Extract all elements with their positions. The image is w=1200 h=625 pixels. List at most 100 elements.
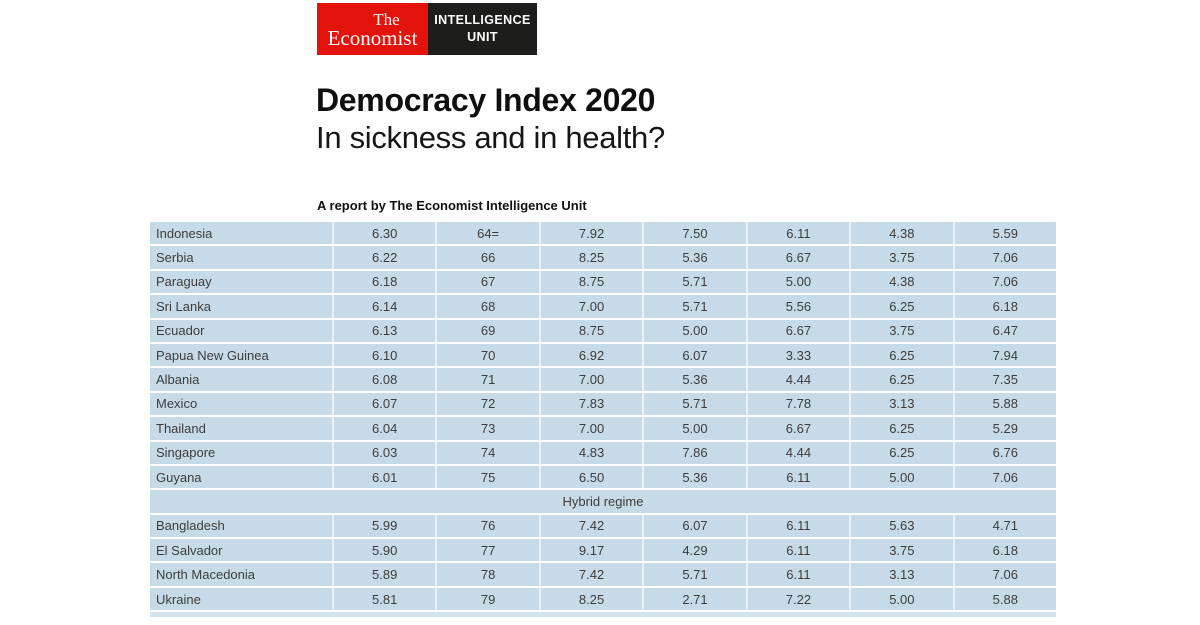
value-cell: 7.92	[538, 222, 642, 245]
country-name: Papua New Guinea	[156, 347, 269, 363]
value-cell: 7.35	[952, 368, 1056, 391]
table-row: Guyana 6.01 75 6.50 5.36 6.11 5.00 7.06	[150, 465, 1056, 489]
value-cell: 7.94	[952, 343, 1056, 367]
table-row: Thailand 6.04 73 7.00 5.00 6.67 6.25 5.29	[150, 417, 1056, 440]
value-cell: 6.11	[745, 514, 849, 538]
value-cell: 3.33	[745, 343, 849, 367]
intelligence-unit-badge: INTELLIGENCE UNIT	[428, 3, 537, 55]
table-row: Singapore 6.03 74 4.83 7.86 4.44 6.25 6.76	[150, 441, 1056, 464]
value-cell: 6.25	[849, 417, 952, 440]
value-cell: 5.00	[849, 587, 952, 611]
value-cell: 5.00	[642, 417, 745, 440]
value-cell: 6.25	[849, 441, 952, 464]
country-name: Ukraine	[156, 591, 201, 607]
value-cell: 69	[435, 319, 538, 342]
value-cell: 7.06	[952, 270, 1056, 294]
regime-section-label: Hybrid regime	[562, 493, 644, 509]
value-cell: 6.18	[952, 539, 1056, 562]
value-cell: 78	[435, 563, 538, 586]
value-cell: 74	[435, 441, 538, 464]
table-row: El Salvador 5.90 77 9.17 4.29 6.11 3.75 6.18	[150, 539, 1056, 562]
economist-intelligence-unit-logo: The Economist INTELLIGENCE UNIT	[317, 3, 537, 55]
country-name: Indonesia	[156, 225, 213, 241]
masthead-line1: The	[373, 9, 400, 29]
value-cell: 4.71	[952, 514, 1056, 538]
table-row: Sri Lanka 6.14 68 7.00 5.71 5.56 6.25 6.18	[150, 295, 1056, 318]
table-row: Albania 6.08 71 7.00 5.36 4.44 6.25 7.35	[150, 368, 1056, 391]
table-row: Mexico 6.07 72 7.83 5.71 7.78 3.13 5.88	[150, 392, 1056, 416]
value-cell: 6.07	[642, 343, 745, 367]
report-byline: A report by The Economist Intelligence U…	[317, 198, 587, 213]
value-cell: 7.00	[538, 417, 642, 440]
value-cell: 6.08	[332, 368, 435, 391]
value-cell: 5.71	[642, 270, 745, 294]
value-cell: 6.07	[642, 514, 745, 538]
value-cell: 7.42	[538, 514, 642, 538]
value-cell: 5.88	[952, 587, 1056, 611]
table-row: Ukraine 5.81 79 8.25 2.71 7.22 5.00 5.88	[150, 587, 1056, 611]
value-cell: 7.00	[538, 368, 642, 391]
value-cell: 75	[435, 465, 538, 489]
value-cell: 5.90	[332, 539, 435, 562]
country-name: Serbia	[156, 250, 194, 266]
value-cell: 5.00	[745, 270, 849, 294]
value-cell: 7.42	[538, 563, 642, 586]
value-cell: 5.00	[849, 465, 952, 489]
value-cell: 70	[435, 343, 538, 367]
value-cell: 76	[435, 514, 538, 538]
value-cell: 3.75	[849, 246, 952, 269]
value-cell: 3.75	[849, 539, 952, 562]
value-cell: 6.07	[332, 392, 435, 416]
value-cell: 4.44	[745, 441, 849, 464]
value-cell: 79	[435, 587, 538, 611]
value-cell: 6.10	[332, 343, 435, 367]
value-cell: 5.63	[849, 514, 952, 538]
country-name: Albania	[156, 372, 200, 388]
value-cell: 68	[435, 295, 538, 318]
value-cell: 5.29	[952, 417, 1056, 440]
value-cell: 6.76	[952, 441, 1056, 464]
value-cell: 5.36	[642, 465, 745, 489]
value-cell: 6.03	[332, 441, 435, 464]
table-row-cutoff	[150, 612, 1056, 618]
value-cell: 7.50	[642, 222, 745, 245]
value-cell: 6.11	[745, 222, 849, 245]
value-cell: 7.00	[538, 295, 642, 318]
value-cell: 6.04	[332, 417, 435, 440]
value-cell: 6.30	[332, 222, 435, 245]
unit-line1: INTELLIGENCE	[434, 13, 531, 28]
table-row: Indonesia 6.30 64= 7.92 7.50 6.11 4.38 5.59	[150, 222, 1056, 245]
value-cell: 5.81	[332, 587, 435, 611]
value-cell: 66	[435, 246, 538, 269]
economist-masthead: The Economist	[317, 3, 428, 55]
country-name: Thailand	[156, 420, 206, 436]
value-cell: 73	[435, 417, 538, 440]
value-cell: 4.38	[849, 270, 952, 294]
table-row: Bangladesh 5.99 76 7.42 6.07 6.11 5.63 4.71	[150, 514, 1056, 538]
value-cell: 8.25	[538, 587, 642, 611]
value-cell: 5.00	[642, 319, 745, 342]
table-row: Ecuador 6.13 69 8.75 5.00 6.67 3.75 6.47	[150, 319, 1056, 342]
value-cell: 5.71	[642, 295, 745, 318]
value-cell: 71	[435, 368, 538, 391]
value-cell: 5.99	[332, 514, 435, 538]
value-cell: 6.18	[332, 270, 435, 294]
value-cell: 6.25	[849, 368, 952, 391]
value-cell: 6.14	[332, 295, 435, 318]
value-cell: 72	[435, 392, 538, 416]
country-name: Mexico	[156, 396, 198, 412]
value-cell: 6.47	[952, 319, 1056, 342]
value-cell: 4.38	[849, 222, 952, 245]
value-cell: 5.36	[642, 368, 745, 391]
value-cell: 6.67	[745, 246, 849, 269]
value-cell: 5.56	[745, 295, 849, 318]
value-cell: 7.86	[642, 441, 745, 464]
value-cell: 6.22	[332, 246, 435, 269]
value-cell: 5.59	[952, 222, 1056, 245]
value-cell: 7.06	[952, 563, 1056, 586]
value-cell: 5.36	[642, 246, 745, 269]
value-cell: 64=	[435, 222, 538, 245]
value-cell: 5.71	[642, 392, 745, 416]
value-cell: 4.83	[538, 441, 642, 464]
value-cell: 6.25	[849, 343, 952, 367]
